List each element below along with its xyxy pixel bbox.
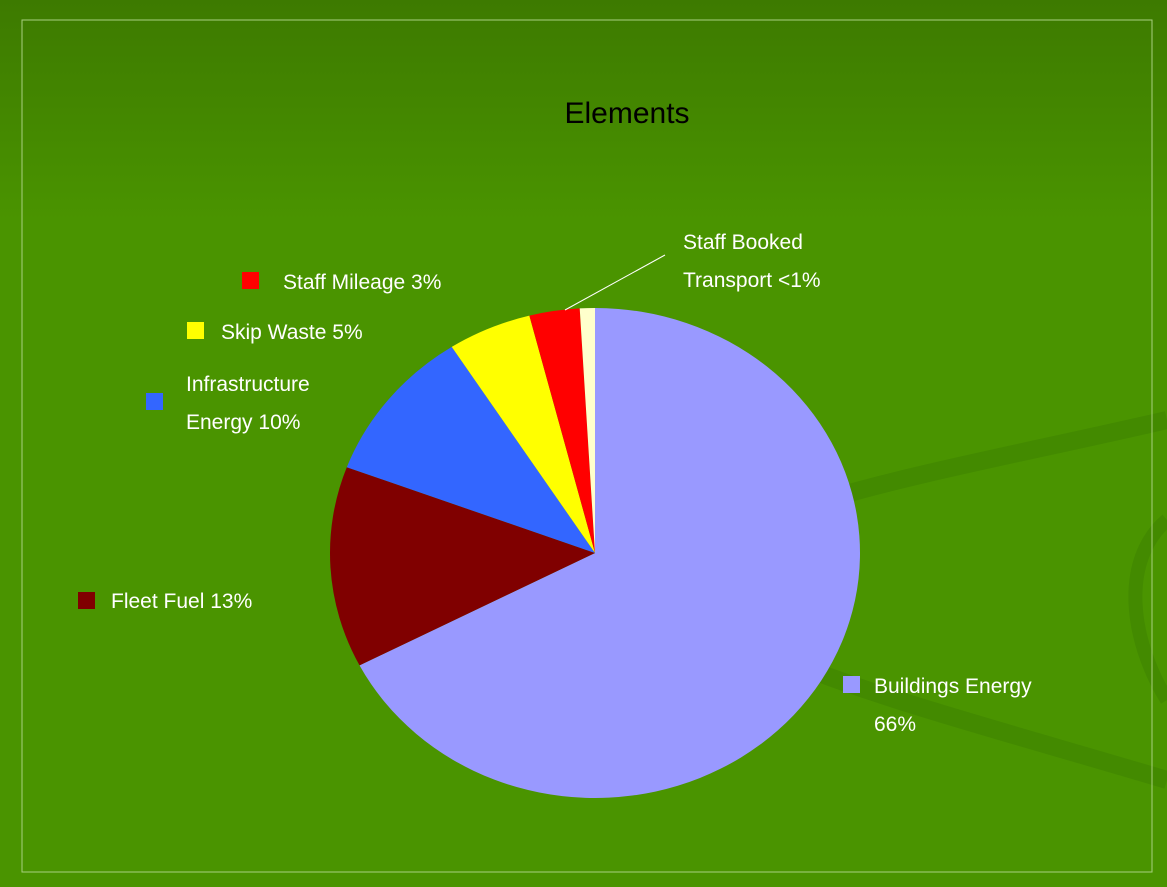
slice-label: Skip Waste 5% — [221, 314, 521, 352]
pie-slice — [529, 308, 595, 553]
pie-slice — [359, 308, 860, 798]
pie — [329, 308, 860, 798]
category-label: Skip Waste — [221, 321, 327, 344]
chart-title: Elements — [564, 97, 689, 130]
category-label: Staff Booked Transport — [683, 231, 803, 292]
value-label: <1% — [777, 269, 821, 292]
value-label: 66% — [874, 713, 917, 736]
slice-label: Fleet Fuel 13% — [111, 583, 411, 621]
pie-slice — [579, 308, 595, 553]
value-label: 3% — [411, 271, 442, 294]
slice-label: Staff Mileage 3% — [283, 264, 583, 302]
category-label: Staff Mileage — [283, 271, 406, 294]
category-label: Buildings Energy — [874, 675, 1032, 698]
legend-swatch — [78, 592, 95, 609]
category-label: Fleet Fuel — [111, 590, 205, 613]
legend-swatch — [187, 322, 204, 339]
slice-label: Buildings Energy 66% — [874, 668, 1064, 744]
slice-label: Staff Booked Transport <1% — [683, 224, 853, 300]
value-label: 13% — [210, 590, 253, 613]
legend-swatch — [146, 393, 163, 410]
background-swirl — [1128, 514, 1167, 704]
leader-line — [564, 254, 666, 311]
legend-swatch — [242, 272, 259, 289]
category-label: Infrastructure Energy — [186, 373, 310, 434]
pie-slice — [329, 467, 595, 666]
pie-slice — [451, 315, 595, 553]
chart-border — [21, 19, 1153, 873]
legend-swatch — [843, 676, 860, 693]
value-label: 5% — [332, 321, 363, 344]
value-label: 10% — [258, 411, 301, 434]
slice-label: Infrastructure Energy 10% — [186, 366, 356, 442]
pie-slice — [346, 346, 595, 553]
